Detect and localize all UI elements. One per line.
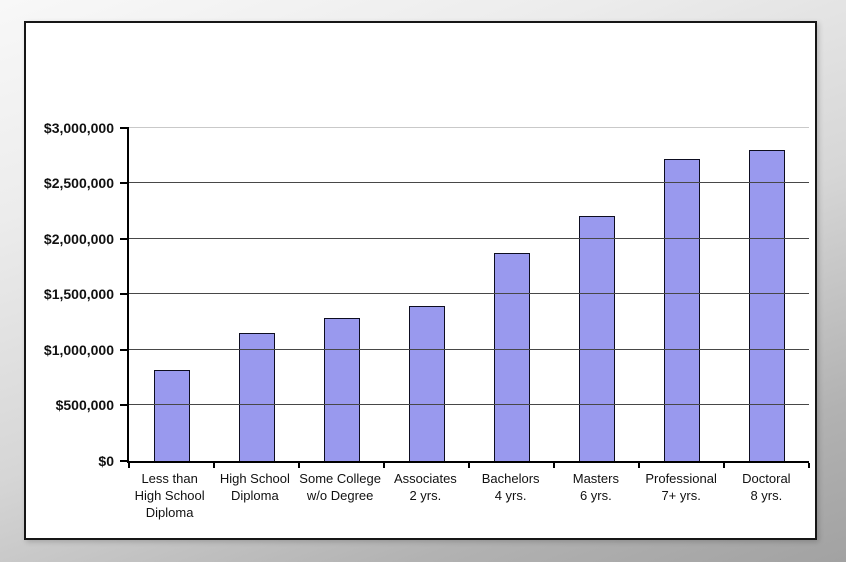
bar-slot [639, 128, 724, 461]
y-tick-label: $2,500,000 [43, 175, 114, 191]
y-axis-tick [120, 404, 129, 406]
bar-3 [323, 318, 360, 461]
bar-slot [469, 128, 554, 461]
gridline [129, 349, 809, 350]
gridline [129, 238, 809, 239]
x-axis-tick [723, 463, 725, 468]
x-category-label: Professional 7+ yrs. [645, 471, 717, 503]
x-category-label: Masters 6 yrs. [572, 471, 619, 503]
chart-panel: $0 $500,000 $1,000,000 $1,500,000 $2,000,000… [24, 21, 817, 540]
x-axis-tick [383, 463, 385, 468]
y-axis-tick [120, 460, 129, 462]
gridline [129, 293, 809, 294]
y-tick-label: $500,000 [55, 397, 114, 413]
y-tick-label: $1,000,000 [43, 342, 114, 358]
x-axis-tick [553, 463, 555, 468]
bar-slot [384, 128, 469, 461]
x-axis-tick [638, 463, 640, 468]
y-axis-tick [120, 238, 129, 240]
bar-5 [493, 253, 530, 461]
x-axis-tick [808, 463, 810, 468]
y-tick-label: $1,500,000 [43, 286, 114, 302]
bar-1 [153, 370, 190, 461]
x-category-label: Less than High School Diploma [134, 471, 205, 520]
bar-7 [663, 159, 700, 461]
bar-2 [238, 333, 275, 461]
x-category-label: Bachelors 4 yrs. [481, 471, 540, 503]
x-category-label: Associates 2 yrs. [393, 471, 457, 503]
x-category-label: Some College w/o Degree [299, 471, 381, 503]
bar-slot [129, 128, 214, 461]
bar-slot [299, 128, 384, 461]
bar-6 [578, 216, 615, 461]
y-axis-tick [120, 349, 129, 351]
x-axis-tick [298, 463, 300, 468]
bar-slots [129, 128, 809, 461]
plot-area [120, 127, 810, 468]
y-axis-tick [120, 293, 129, 295]
y-axis-tick [120, 182, 129, 184]
x-axis-tick [128, 463, 130, 468]
y-axis-tick [120, 127, 129, 129]
y-tick-label: $2,000,000 [43, 231, 114, 247]
x-axis-labels: Less than High School Diploma High School… [127, 470, 809, 521]
gridline [129, 182, 809, 183]
bar-4 [408, 306, 445, 461]
y-tick-label: $0 [98, 453, 114, 469]
x-axis-tick [468, 463, 470, 468]
bar-slot [214, 128, 299, 461]
bar-8 [748, 150, 785, 461]
gridline [129, 127, 809, 128]
y-tick-label: $3,000,000 [43, 120, 114, 136]
bar-slot [554, 128, 639, 461]
gridline [129, 404, 809, 405]
bar-slot [724, 128, 809, 461]
x-axis-tick [213, 463, 215, 468]
x-category-label: High School Diploma [219, 471, 290, 503]
x-category-label: Doctoral 8 yrs. [742, 471, 791, 503]
y-axis-labels: $0 $500,000 $1,000,000 $1,500,000 $2,000,000… [26, 120, 114, 469]
